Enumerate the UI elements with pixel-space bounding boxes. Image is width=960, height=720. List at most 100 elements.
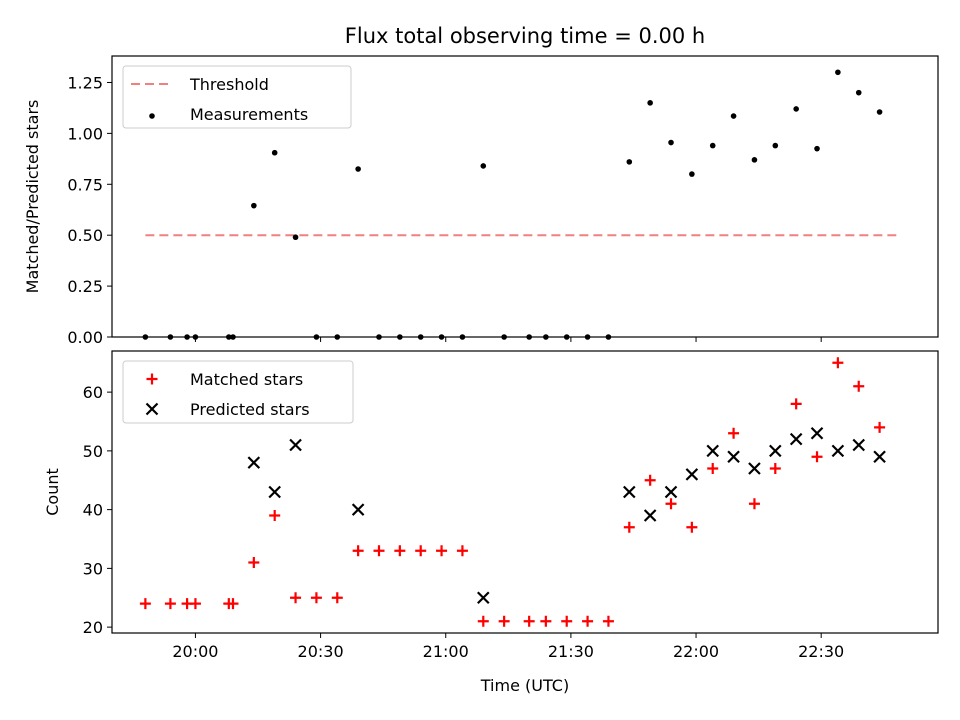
y-tick-label: 50 [83,442,103,461]
data-point [644,474,656,486]
data-point [139,598,151,610]
y-axis-label: Count [43,468,62,516]
data-point [498,615,510,627]
data-point [248,557,260,568]
legend-label: Matched stars [190,370,303,389]
legend-label: Threshold [189,75,269,94]
y-tick-label: 0.75 [67,175,103,194]
data-point [331,592,343,604]
data-point [793,106,799,112]
data-point [664,485,678,499]
data-point [355,166,361,172]
data-point [351,503,365,516]
data-point [626,159,633,165]
data-point [394,545,406,557]
data-point [831,444,845,458]
y-tick-label: 40 [83,501,103,520]
data-point [227,598,239,610]
data-point [772,142,779,149]
data-point [810,426,824,440]
data-point [769,444,782,458]
data-point [728,427,740,439]
data-point [643,509,657,522]
data-point [814,145,820,152]
data-point [874,421,886,433]
y-axis-label: Matched/Predicted stars [23,100,42,294]
data-point [668,139,674,146]
data-point [706,444,720,458]
data-point [268,485,281,499]
series-predicted-stars [247,426,886,605]
panels: 0.00 0.25 0.50 0.75 1.00 1.25 Matched/Predicte… [23,55,939,661]
data-point [852,438,866,452]
data-point [727,450,740,464]
panel-1: 0.00 0.25 0.50 0.75 1.00 1.25 Matched/Predicte… [23,55,939,347]
x-tick-label: 20:00 [172,642,218,661]
legend: Matched stars Predicted stars [122,360,354,424]
data-point [835,69,841,76]
data-point [289,438,302,452]
legend-swatch [149,113,155,119]
x-tick-label: 22:30 [798,642,844,661]
x-axis-label: Time (UTC) [480,676,569,695]
y-tick-label: 0.00 [67,328,103,347]
data-point [689,171,695,177]
legend-swatch [145,402,159,416]
data-point [189,598,201,610]
data-point [477,591,490,605]
data-point [415,545,427,557]
data-point [164,598,176,610]
data-point [855,89,862,96]
data-point [602,615,614,627]
data-point [647,100,653,106]
legend-label: Measurements [190,105,308,124]
data-point [685,468,699,481]
legend-swatch [146,373,158,385]
data-point [352,545,364,557]
legend-box [122,360,354,424]
data-point [623,485,636,499]
data-point [247,456,261,469]
y-tick-label: 0.25 [67,277,103,296]
series-matched-stars [139,357,886,627]
data-point [665,498,677,510]
data-point [832,357,844,369]
data-point [873,450,886,464]
data-point [480,163,487,169]
x-tick-label: 22:00 [673,642,719,661]
data-point [456,545,468,557]
data-point [876,109,883,115]
x-tick-label: 21:30 [548,642,594,661]
data-point [853,380,865,392]
y-tick-label: 1.25 [67,73,103,92]
data-point [436,545,448,557]
data-point [561,615,573,627]
data-point [751,157,758,163]
y-tick-label: 60 [83,383,103,402]
axes-frame [111,350,939,634]
data-point [769,463,781,474]
data-point [271,149,278,156]
y-tick-label: 1.00 [67,124,103,143]
data-point [790,398,802,410]
data-point [707,463,719,474]
panel-2: 20:00 20:30 21:00 21:30 22:00 22:30 20 30 40 50 60… [43,350,939,661]
data-point [310,592,322,604]
data-point [748,462,761,475]
x-tick-label: 20:30 [298,642,344,661]
data-point [748,498,760,510]
data-point [523,615,535,627]
data-point [623,521,635,533]
data-point [811,451,823,463]
data-point [582,615,594,627]
figure-title: Flux total observing time = 0.00 h [345,24,705,48]
data-point [540,615,552,627]
data-point [477,615,489,627]
data-point [789,432,803,446]
data-point [290,592,302,604]
y-tick-label: 0.50 [67,226,103,245]
data-point [709,142,716,149]
legend-label: Predicted stars [190,400,310,419]
data-point [251,202,257,209]
